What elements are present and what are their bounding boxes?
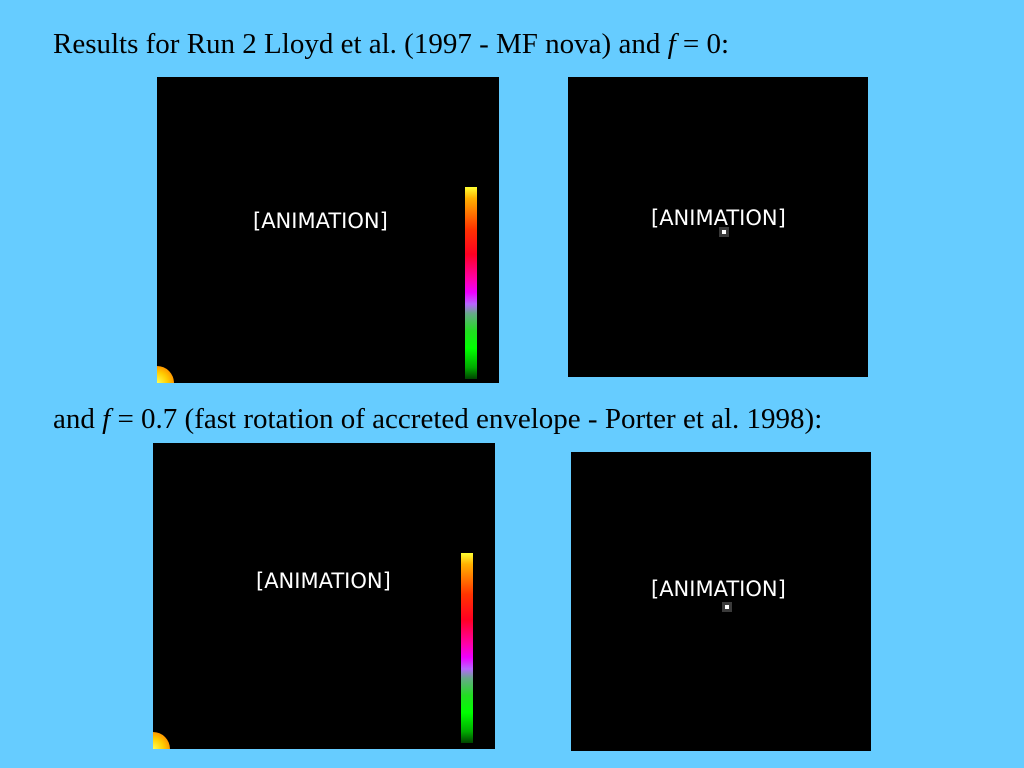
animation-panel-bottom-left[interactable]: [ANIMATION] xyxy=(153,443,495,749)
animation-panel-bottom-right[interactable]: [ANIMATION] xyxy=(571,452,871,751)
center-marker-icon xyxy=(722,602,732,612)
center-marker-icon xyxy=(719,227,729,237)
heading-f-zero: Results for Run 2 Lloyd et al. (1997 - M… xyxy=(53,30,729,59)
colorbar-icon xyxy=(465,187,477,379)
heading-suffix: = 0.7 (fast rotation of accreted envelop… xyxy=(110,403,823,435)
heading-variable: f xyxy=(667,28,676,60)
animation-panel-top-right[interactable]: [ANIMATION] xyxy=(568,77,868,377)
animation-label: [ANIMATION] xyxy=(651,577,786,601)
corner-blob-icon xyxy=(157,366,174,383)
animation-label: [ANIMATION] xyxy=(651,206,786,230)
animation-label: [ANIMATION] xyxy=(256,569,391,593)
heading-prefix: and xyxy=(53,403,103,435)
heading-suffix: = 0: xyxy=(675,28,730,60)
colorbar-icon xyxy=(461,553,473,743)
corner-blob-icon xyxy=(153,732,170,749)
heading-f-0-7: and f = 0.7 (fast rotation of accreted e… xyxy=(53,405,822,434)
heading-prefix: Results for Run 2 Lloyd et al. (1997 - M… xyxy=(53,28,668,60)
animation-panel-top-left[interactable]: [ANIMATION] xyxy=(157,77,499,383)
animation-label: [ANIMATION] xyxy=(253,209,388,233)
heading-variable: f xyxy=(102,403,111,435)
